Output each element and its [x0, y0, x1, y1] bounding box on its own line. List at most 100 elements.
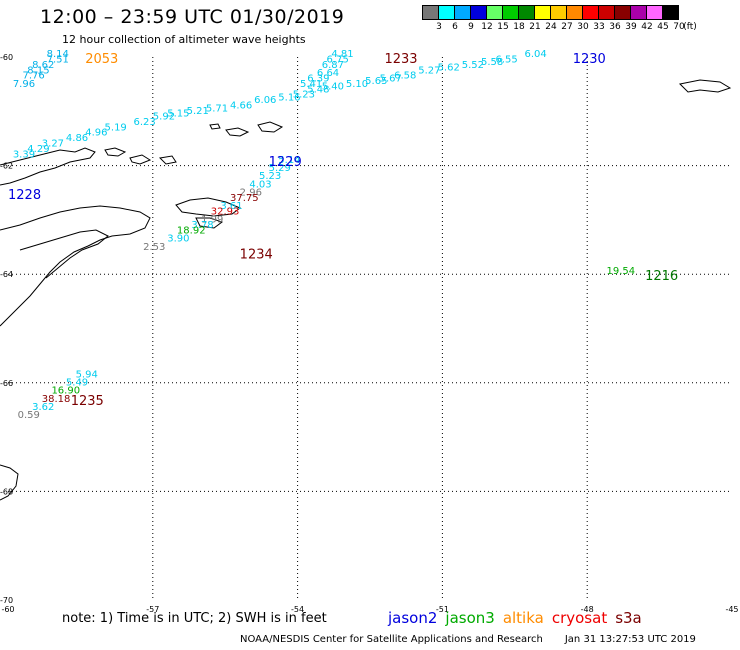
footer-note: note: 1) Time is in UTC; 2) SWH is in fe…: [62, 611, 327, 626]
lon-tick-label: -57: [146, 605, 159, 614]
coastline-island-e: [195, 217, 224, 229]
legend-level-label: 45: [657, 22, 669, 32]
wave-height-value: 2.96: [240, 187, 262, 198]
credit-text: NOAA/NESDIS Center for Satellite Applica…: [240, 634, 543, 645]
wave-height-value: 5.62: [438, 63, 460, 74]
legend-level-label: 33: [593, 22, 605, 32]
lon-tick-label: -51: [436, 605, 449, 614]
wave-height-value: 7.96: [13, 79, 35, 90]
wave-height-value: 5.23: [293, 90, 315, 101]
wave-height-value: 6.64: [317, 68, 339, 79]
wave-height-value: 5.40: [322, 82, 344, 93]
wave-height-value: 8.14: [47, 49, 69, 60]
lat-tick-label: -62: [0, 162, 13, 171]
wave-height-value: 7.51: [47, 54, 69, 65]
wave-height-value: 5.58: [481, 57, 503, 68]
coastline-layer: [0, 79, 732, 501]
wave-height-value: 8.62: [32, 60, 54, 71]
satellite-label: cryosat: [551, 609, 608, 627]
wave-height-value: 5.15: [167, 109, 189, 120]
lon-tick-label: -60: [1, 605, 14, 614]
legend-level-label: 30: [577, 22, 589, 32]
wave-height-value: 5.10: [346, 79, 368, 90]
lat-tick-label: -70: [0, 596, 13, 605]
wave-height-value: 5.65: [365, 76, 387, 87]
legend-level-label: 15: [497, 22, 509, 32]
wave-height-value: 5.19: [105, 122, 127, 133]
wave-height-value: 6.06: [254, 95, 276, 106]
wave-height-value: 2.53: [143, 242, 165, 253]
wave-height-value: 6.58: [394, 71, 416, 82]
legend-level-label: 21: [529, 22, 541, 32]
wave-height-values: 8.147.518.628.157.767.96 4.816.756.876.64…: [13, 49, 635, 421]
legend-swatch: [662, 5, 679, 20]
wave-height-value: 6.23: [133, 117, 155, 128]
coastline-west-edge: [0, 464, 19, 501]
wave-height-value: 3.62: [32, 402, 54, 413]
wave-height-value: 5.21: [187, 106, 209, 117]
wave-height-value: 5.41: [300, 79, 322, 90]
legend-level-label: 3: [436, 22, 442, 32]
legend-level-label: 27: [561, 22, 573, 32]
coastline-island-b: [129, 154, 152, 165]
track-time-label: 1230: [573, 52, 606, 67]
graticule: -60 -57 -54 -51 -48 -45 -60 -62 -64 -66 -68 -70: [0, 53, 739, 614]
wave-height-value: 4.66: [230, 101, 252, 112]
track-time-label: 1229: [269, 155, 302, 170]
wave-height-value: 6.04: [524, 49, 546, 60]
wave-height-value: 4.96: [85, 128, 107, 139]
wave-height-value: 5.27: [418, 65, 440, 76]
coastline-south-shetland: [0, 147, 96, 186]
wave-height-value: 0.59: [18, 410, 40, 421]
track-time-label: 1228: [8, 188, 41, 203]
legend-labels: 3 6 9 12 15 18 21 24 27 30 33 36 39 42 45 70 (ft): [422, 22, 697, 34]
wave-height-value: 19.54: [607, 266, 636, 277]
wave-height-value: 5.67: [380, 73, 402, 84]
lon-tick-label: -48: [581, 605, 594, 614]
wave-height-value: 3.39: [13, 149, 35, 160]
track-time-label: 1233: [384, 52, 417, 67]
wave-height-value: 6.39: [307, 73, 329, 84]
wave-height-value: 3.78: [191, 220, 213, 231]
wave-height-value: 4.81: [331, 49, 353, 60]
legend-level-label: 42: [641, 22, 653, 32]
wave-height-value: 5.23: [259, 171, 281, 182]
wave-height-value: 6.87: [322, 60, 344, 71]
satellite-label: jason2: [388, 609, 438, 627]
wave-height-value: 5.71: [206, 103, 228, 114]
wave-height-value: 5.94: [76, 369, 98, 380]
coastline-island-f: [225, 127, 250, 137]
lon-tick-label: -45: [725, 605, 738, 614]
wave-height-value: 16.90: [51, 386, 80, 397]
footer-credit: NOAA/NESDIS Center for Satellite Applica…: [240, 634, 696, 645]
lat-tick-label: -60: [0, 53, 13, 62]
wave-height-value: 4.03: [249, 179, 271, 190]
wave-height-value: 5.14: [278, 155, 300, 166]
legend-level-label: 6: [452, 22, 458, 32]
legend-unit: (ft): [683, 22, 697, 32]
wave-height-value: 32.93: [211, 206, 240, 217]
lat-tick-label: -64: [0, 270, 13, 279]
coastline-peninsula: [0, 205, 151, 327]
wave-height-value: 5.16: [278, 92, 300, 103]
coastline-island-i: [678, 79, 732, 93]
map-title: 12:00 – 23:59 UTC 01/30/2019: [40, 6, 345, 28]
wave-height-value: 6.75: [327, 54, 349, 65]
coastline-island-d: [175, 197, 241, 217]
legend-level-label: 70: [673, 22, 685, 32]
wave-height-value: 8.15: [27, 65, 49, 76]
legend-level-label: 24: [545, 22, 557, 32]
wave-height-value: 6.55: [495, 54, 517, 65]
coastline-island-c: [158, 155, 177, 165]
legend-level-label: 36: [609, 22, 621, 32]
track-time-label: 1234: [240, 247, 273, 262]
wave-height-value: 37.75: [230, 193, 259, 204]
legend-level-label: 12: [481, 22, 493, 32]
satellite-label: jason3: [445, 609, 495, 627]
wave-height-value: 5.29: [269, 163, 291, 174]
lon-tick-label: -54: [291, 605, 304, 614]
satellite-legend: jason2 jason3 altika cryosat s3a: [388, 609, 650, 627]
satellite-label: s3a: [615, 609, 642, 627]
wave-height-value: 1.99: [201, 215, 223, 226]
